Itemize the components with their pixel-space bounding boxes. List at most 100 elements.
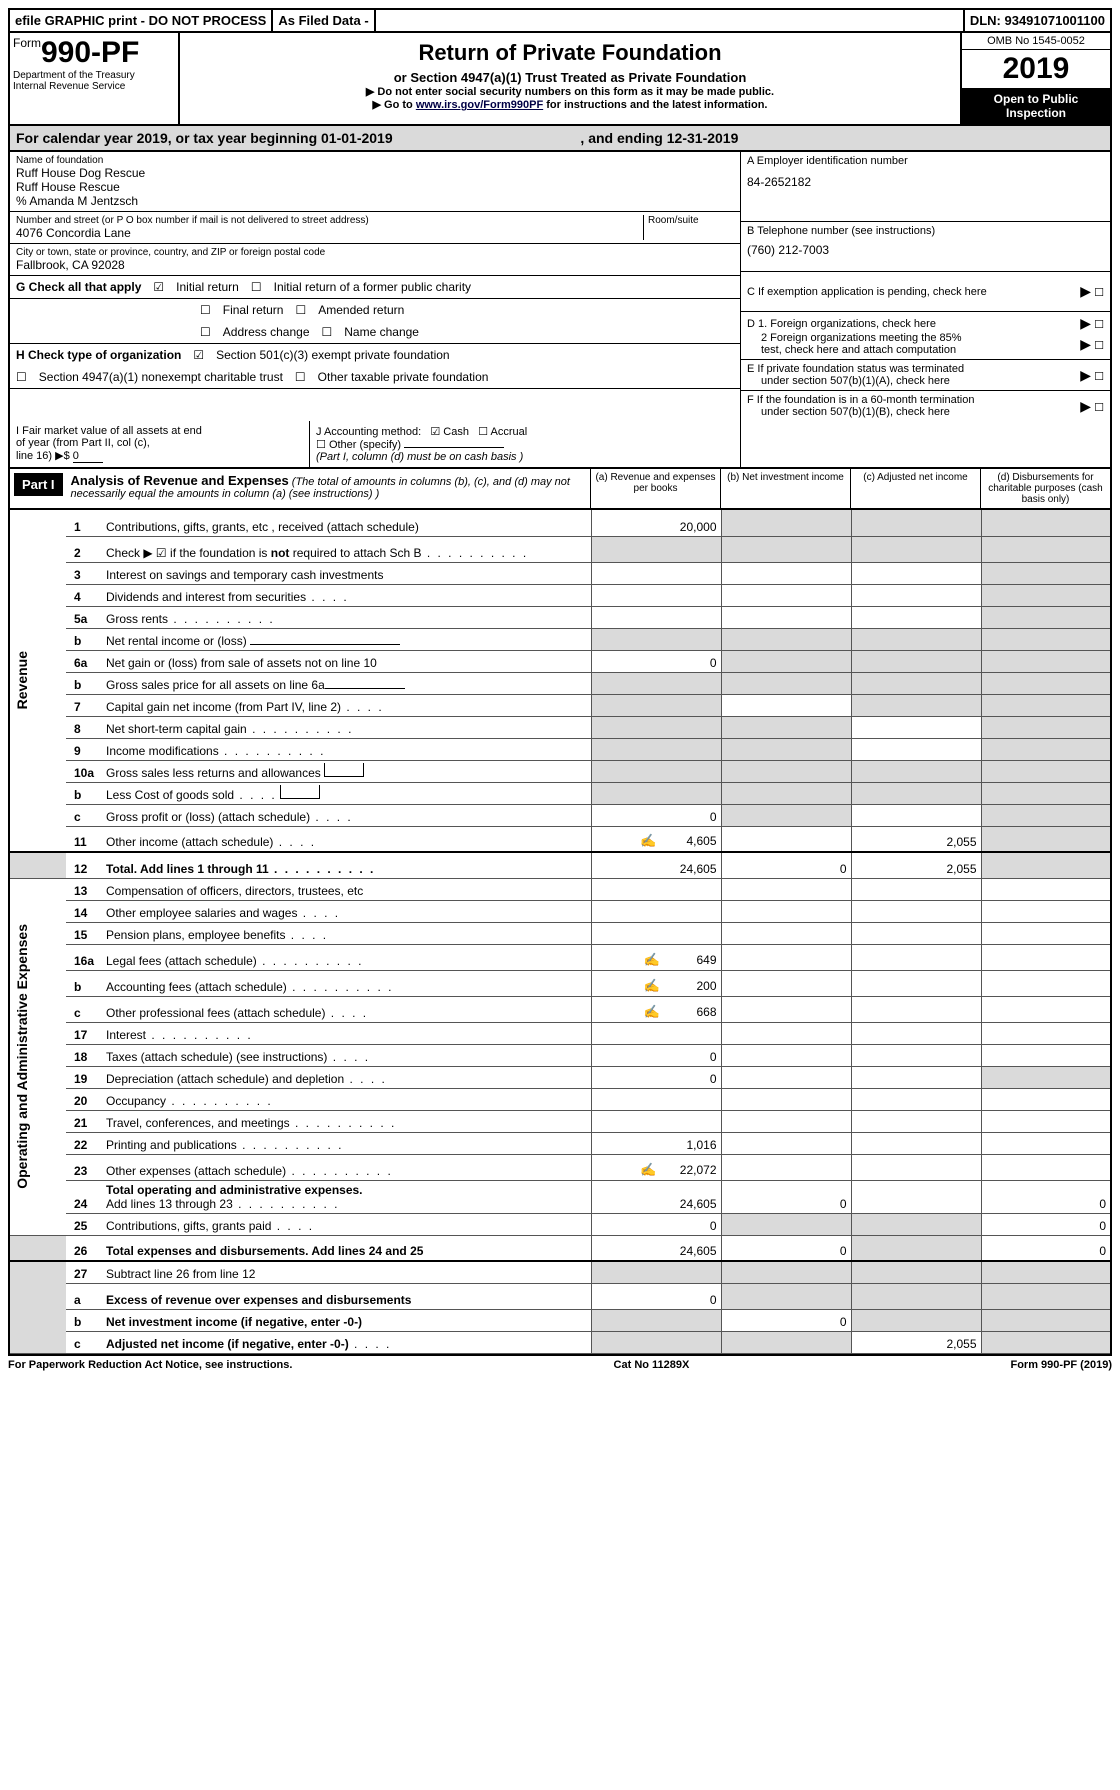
dln-label: DLN: — [970, 13, 1001, 28]
dln-cell: DLN: 93491071001100 — [965, 10, 1110, 31]
attach-icon[interactable]: ✍ — [644, 1004, 660, 1019]
f-row: F If the foundation is in a 60-month ter… — [741, 391, 1110, 421]
initial-former-checkbox[interactable]: ☐ — [251, 280, 262, 294]
j-label: J Accounting method: — [316, 426, 421, 438]
city-value: Fallbrook, CA 92028 — [16, 258, 734, 272]
part1-header: Part I Analysis of Revenue and Expenses … — [8, 469, 1112, 510]
cash-label: Cash — [443, 426, 469, 438]
other-method-label: Other (specify) — [329, 439, 401, 451]
table-row: 19Depreciation (attach schedule) and dep… — [9, 1066, 1111, 1088]
cal-mid: , and ending — [580, 130, 662, 146]
name-label: Name of foundation — [16, 155, 734, 166]
final-return-checkbox[interactable]: ☐ — [200, 303, 211, 317]
expenses-section-label: Operating and Administrative Expenses — [9, 878, 66, 1235]
c-arrow-icon: ▶ — [1080, 283, 1091, 299]
form-ref: Form 990-PF (2019) — [1010, 1359, 1112, 1371]
table-row: cAdjusted net income (if negative, enter… — [9, 1331, 1111, 1353]
table-row: bNet investment income (if negative, ent… — [9, 1309, 1111, 1331]
e1-label: E If private foundation status was termi… — [747, 363, 964, 375]
table-row: 11Other income (attach schedule)✍ 4,6052… — [9, 826, 1111, 852]
top-spacer — [376, 10, 965, 31]
name-change-checkbox[interactable]: ☐ — [322, 325, 333, 339]
table-row: 26Total expenses and disbursements. Add … — [9, 1235, 1111, 1261]
accrual-checkbox[interactable]: ☐ — [478, 425, 488, 438]
addr-change-label: Address change — [223, 325, 310, 339]
initial-return-checkbox[interactable]: ☑ — [153, 280, 164, 294]
title-cell: Return of Private Foundation or Section … — [180, 33, 960, 124]
g-row-2: ☐ Final return ☐ Amended return — [10, 299, 740, 321]
info-right: A Employer identification number 84-2652… — [740, 152, 1110, 421]
addr-change-checkbox[interactable]: ☐ — [200, 325, 211, 339]
pra-notice: For Paperwork Reduction Act Notice, see … — [8, 1359, 292, 1371]
table-row: aExcess of revenue over expenses and dis… — [9, 1283, 1111, 1309]
cash-checkbox[interactable]: ☑ — [430, 425, 440, 438]
table-row: 8Net short-term capital gain — [9, 716, 1111, 738]
table-row: 22Printing and publications1,016 — [9, 1132, 1111, 1154]
part1-title-text: Analysis of Revenue and Expenses — [71, 473, 289, 488]
i-cell: I Fair market value of all assets at end… — [10, 421, 310, 467]
cal-begin: 01-01-2019 — [321, 130, 393, 146]
d1-checkbox[interactable]: ☐ — [1094, 318, 1104, 331]
phone-value: (760) 212-7003 — [747, 243, 1104, 257]
f-checkbox[interactable]: ☐ — [1094, 401, 1104, 414]
info-grid: Name of foundation Ruff House Dog Rescue… — [8, 152, 1112, 421]
room-label: Room/suite — [644, 215, 734, 240]
table-row: 9Income modifications — [9, 738, 1111, 760]
cat-no: Cat No 11289X — [614, 1359, 690, 1371]
f2-label: under section 507(b)(1)(B), check here — [747, 406, 950, 418]
table-row: 16aLegal fees (attach schedule)✍ 649 — [9, 944, 1111, 970]
top-bar: efile GRAPHIC print - DO NOT PROCESS As … — [8, 8, 1112, 33]
year-cell: OMB No 1545-0052 2019 Open to Public Ins… — [960, 33, 1110, 124]
efile-label: efile GRAPHIC print - DO NOT PROCESS — [10, 10, 273, 31]
initial-former-label: Initial return of a former public charit… — [274, 280, 471, 294]
irs-link[interactable]: www.irs.gov/Form990PF — [416, 99, 543, 111]
g-label: G Check all that apply — [16, 280, 141, 294]
form-subtitle: or Section 4947(a)(1) Trust Treated as P… — [188, 70, 952, 85]
ein-row: A Employer identification number 84-2652… — [741, 152, 1110, 222]
amended-return-label: Amended return — [318, 303, 404, 317]
table-row: 23Other expenses (attach schedule)✍ 22,0… — [9, 1154, 1111, 1180]
instruction-2: ▶ Go to www.irs.gov/Form990PF for instru… — [188, 98, 952, 111]
g-row-1: G Check all that apply ☑Initial return ☐… — [10, 276, 740, 299]
501c3-label: Section 501(c)(3) exempt private foundat… — [216, 348, 449, 362]
part1-title: Analysis of Revenue and Expenses (The to… — [67, 469, 590, 508]
table-row: cGross profit or (loss) (attach schedule… — [9, 804, 1111, 826]
table-row: bGross sales price for all assets on lin… — [9, 672, 1111, 694]
form-title: Return of Private Foundation — [188, 40, 952, 66]
form-word: Form — [13, 36, 41, 50]
other-method-checkbox[interactable]: ☐ — [316, 438, 326, 451]
table-row: 10aGross sales less returns and allowanc… — [9, 760, 1111, 782]
col-a-header: (a) Revenue and expenses per books — [590, 469, 720, 508]
part1-table: Revenue 1 Contributions, gifts, grants, … — [8, 510, 1112, 1354]
col-b-header: (b) Net investment income — [720, 469, 850, 508]
501c3-checkbox[interactable]: ☑ — [193, 348, 204, 362]
d2-checkbox[interactable]: ☐ — [1094, 339, 1104, 352]
e-checkbox[interactable]: ☐ — [1094, 370, 1104, 383]
col-d-header: (d) Disbursements for charitable purpose… — [980, 469, 1110, 508]
address-row: Number and street (or P O box number if … — [10, 212, 740, 244]
table-row: 5aGross rents — [9, 606, 1111, 628]
attach-icon[interactable]: ✍ — [644, 952, 660, 967]
table-row: Revenue 1 Contributions, gifts, grants, … — [9, 510, 1111, 536]
table-row: 12Total. Add lines 1 through 1124,60502,… — [9, 852, 1111, 878]
table-row: 14Other employee salaries and wages — [9, 900, 1111, 922]
addr-value: 4076 Concordia Lane — [16, 226, 643, 240]
4947-checkbox[interactable]: ☐ — [16, 370, 27, 384]
addr-label: Number and street (or P O box number if … — [16, 215, 643, 226]
attach-icon[interactable]: ✍ — [640, 833, 656, 848]
schb-checkbox[interactable]: ☑ — [156, 546, 167, 560]
amended-return-checkbox[interactable]: ☐ — [295, 303, 306, 317]
table-row: 7Capital gain net income (from Part IV, … — [9, 694, 1111, 716]
final-return-label: Final return — [223, 303, 284, 317]
attach-icon[interactable]: ✍ — [640, 1162, 656, 1177]
other-taxable-checkbox[interactable]: ☐ — [295, 370, 306, 384]
part1-badge: Part I — [14, 473, 63, 496]
d2a-label: 2 Foreign organizations meeting the 85% — [761, 332, 962, 344]
attach-icon[interactable]: ✍ — [644, 978, 660, 993]
c-checkbox[interactable]: ☐ — [1094, 286, 1104, 299]
d1-arrow-icon: ▶ — [1080, 315, 1091, 331]
revenue-section-label: Revenue — [9, 510, 66, 852]
h-label: H Check type of organization — [16, 348, 181, 362]
accrual-label: Accrual — [490, 426, 527, 438]
d1-label: D 1. Foreign organizations, check here — [747, 318, 936, 330]
